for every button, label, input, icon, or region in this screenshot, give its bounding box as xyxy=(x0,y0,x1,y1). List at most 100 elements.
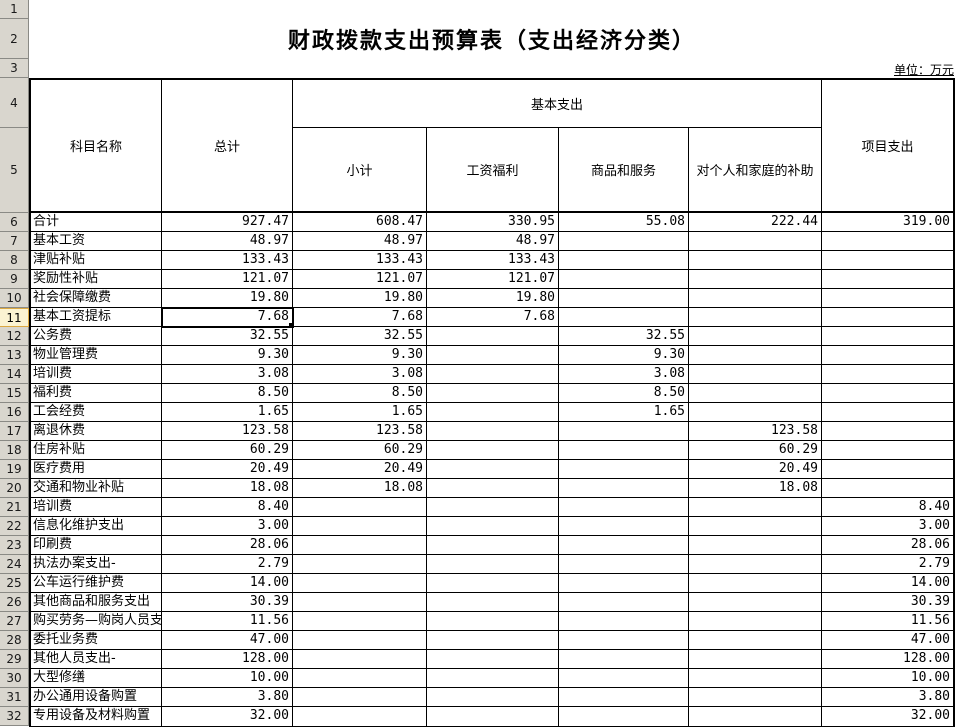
subtotal-cell[interactable]: 7.68 xyxy=(293,308,427,327)
subject-cell[interactable]: 基本工资提标 xyxy=(31,308,162,327)
subtotal-cell[interactable] xyxy=(293,517,427,536)
goods-cell[interactable] xyxy=(559,422,689,441)
header-basic-expenditure[interactable]: 基本支出 xyxy=(293,80,822,128)
row-header-11[interactable]: 11 xyxy=(0,308,29,327)
row-header-15[interactable]: 15 xyxy=(0,384,29,403)
subject-cell[interactable]: 公务费 xyxy=(31,327,162,346)
row-header-1[interactable]: 1 xyxy=(0,0,29,19)
total-cell[interactable]: 11.56 xyxy=(162,612,293,631)
row-header-8[interactable]: 8 xyxy=(0,251,29,270)
goods-cell[interactable] xyxy=(559,593,689,612)
subtotal-cell[interactable] xyxy=(293,669,427,688)
row-header-26[interactable]: 26 xyxy=(0,593,29,612)
goods-cell[interactable] xyxy=(559,631,689,650)
subtotal-cell[interactable] xyxy=(293,707,427,726)
wages-cell[interactable]: 7.68 xyxy=(427,308,559,327)
family-cell[interactable] xyxy=(689,498,822,517)
wages-cell[interactable]: 19.80 xyxy=(427,289,559,308)
wages-cell[interactable] xyxy=(427,365,559,384)
total-cell[interactable]: 28.06 xyxy=(162,536,293,555)
subject-cell[interactable]: 信息化维护支出 xyxy=(31,517,162,536)
goods-cell[interactable] xyxy=(559,536,689,555)
subtotal-cell[interactable]: 20.49 xyxy=(293,460,427,479)
subtotal-cell[interactable]: 608.47 xyxy=(293,213,427,232)
row-header-12[interactable]: 12 xyxy=(0,327,29,346)
wages-cell[interactable] xyxy=(427,555,559,574)
project-cell[interactable]: 30.39 xyxy=(822,593,953,612)
wages-cell[interactable]: 133.43 xyxy=(427,251,559,270)
project-cell[interactable]: 3.00 xyxy=(822,517,953,536)
header-goods-services[interactable]: 商品和服务 xyxy=(559,128,689,211)
subject-cell[interactable]: 培训费 xyxy=(31,498,162,517)
wages-cell[interactable] xyxy=(427,688,559,707)
goods-cell[interactable] xyxy=(559,251,689,270)
subject-cell[interactable]: 购买劳务—购岗人员支 xyxy=(31,612,162,631)
row-header-6[interactable]: 6 xyxy=(0,213,29,232)
total-cell[interactable]: 2.79 xyxy=(162,555,293,574)
subtotal-cell[interactable]: 48.97 xyxy=(293,232,427,251)
family-cell[interactable] xyxy=(689,555,822,574)
subtotal-cell[interactable]: 8.50 xyxy=(293,384,427,403)
subject-cell[interactable]: 大型修缮 xyxy=(31,669,162,688)
project-cell[interactable] xyxy=(822,270,953,289)
row-header-22[interactable]: 22 xyxy=(0,517,29,536)
row-header-10[interactable]: 10 xyxy=(0,289,29,308)
subtotal-cell[interactable]: 123.58 xyxy=(293,422,427,441)
total-cell[interactable]: 9.30 xyxy=(162,346,293,365)
row-header-27[interactable]: 27 xyxy=(0,612,29,631)
wages-cell[interactable] xyxy=(427,403,559,422)
total-cell[interactable]: 7.68 xyxy=(161,307,294,328)
subtotal-cell[interactable]: 32.55 xyxy=(293,327,427,346)
row-header-23[interactable]: 23 xyxy=(0,536,29,555)
subtotal-cell[interactable] xyxy=(293,688,427,707)
row-header-30[interactable]: 30 xyxy=(0,669,29,688)
page-title[interactable]: 财政拨款支出预算表（支出经济分类） xyxy=(287,29,696,54)
family-cell[interactable] xyxy=(689,232,822,251)
family-cell[interactable] xyxy=(689,574,822,593)
subtotal-cell[interactable] xyxy=(293,631,427,650)
total-cell[interactable]: 32.55 xyxy=(162,327,293,346)
wages-cell[interactable] xyxy=(427,479,559,498)
project-cell[interactable] xyxy=(822,460,953,479)
goods-cell[interactable] xyxy=(559,460,689,479)
subject-cell[interactable]: 办公通用设备购置 xyxy=(31,688,162,707)
project-cell[interactable] xyxy=(822,346,953,365)
goods-cell[interactable] xyxy=(559,289,689,308)
total-cell[interactable]: 3.08 xyxy=(162,365,293,384)
subject-cell[interactable]: 委托业务费 xyxy=(31,631,162,650)
project-cell[interactable] xyxy=(822,441,953,460)
total-cell[interactable]: 3.80 xyxy=(162,688,293,707)
row-header-9[interactable]: 9 xyxy=(0,270,29,289)
row-header-5[interactable]: 5 xyxy=(0,128,29,213)
family-cell[interactable] xyxy=(689,536,822,555)
row-header-28[interactable]: 28 xyxy=(0,631,29,650)
subject-cell[interactable]: 专用设备及材料购置 xyxy=(31,707,162,726)
row-header-14[interactable]: 14 xyxy=(0,365,29,384)
total-cell[interactable]: 32.00 xyxy=(162,707,293,726)
row-header-31[interactable]: 31 xyxy=(0,688,29,707)
subtotal-cell[interactable]: 18.08 xyxy=(293,479,427,498)
goods-cell[interactable] xyxy=(559,517,689,536)
total-cell[interactable]: 48.97 xyxy=(162,232,293,251)
family-cell[interactable] xyxy=(689,669,822,688)
unit-label[interactable]: 单位：万元 xyxy=(893,63,954,77)
total-cell[interactable]: 47.00 xyxy=(162,631,293,650)
project-cell[interactable]: 2.79 xyxy=(822,555,953,574)
subject-cell[interactable]: 交通和物业补贴 xyxy=(31,479,162,498)
project-cell[interactable]: 8.40 xyxy=(822,498,953,517)
wages-cell[interactable] xyxy=(427,441,559,460)
project-cell[interactable] xyxy=(822,327,953,346)
goods-cell[interactable]: 55.08 xyxy=(559,213,689,232)
project-cell[interactable]: 3.80 xyxy=(822,688,953,707)
goods-cell[interactable] xyxy=(559,308,689,327)
subtotal-cell[interactable] xyxy=(293,536,427,555)
goods-cell[interactable]: 8.50 xyxy=(559,384,689,403)
subject-cell[interactable]: 奖励性补贴 xyxy=(31,270,162,289)
wages-cell[interactable] xyxy=(427,517,559,536)
family-cell[interactable] xyxy=(689,688,822,707)
subject-cell[interactable]: 培训费 xyxy=(31,365,162,384)
total-cell[interactable]: 128.00 xyxy=(162,650,293,669)
row-header-4[interactable]: 4 xyxy=(0,78,29,128)
row-header-18[interactable]: 18 xyxy=(0,441,29,460)
family-cell[interactable] xyxy=(689,631,822,650)
